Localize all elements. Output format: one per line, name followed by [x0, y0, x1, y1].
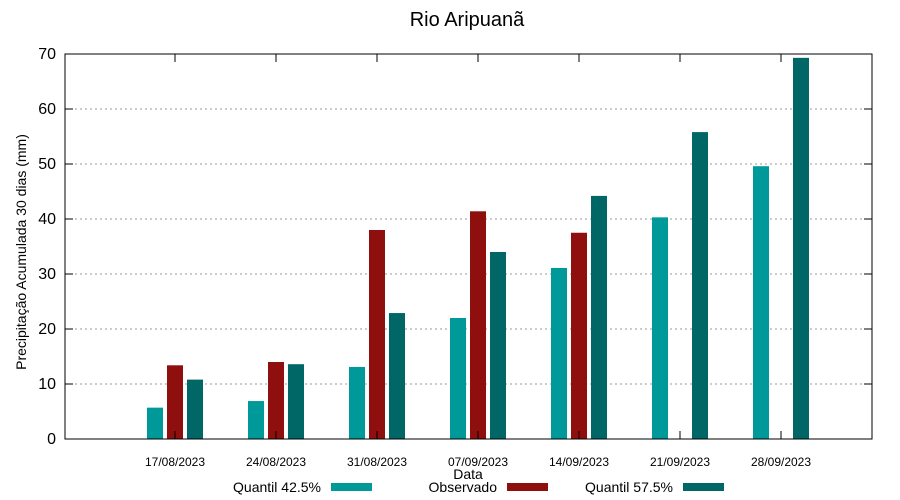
legend-label: Quantil 42.5%	[233, 479, 321, 495]
x-tick-label: 21/09/2023	[650, 455, 710, 469]
bar-quantil-42-5--5	[652, 217, 668, 439]
y-tick-label: 10	[38, 376, 56, 393]
x-tick-label: 14/09/2023	[549, 455, 609, 469]
plot-frame	[64, 53, 873, 440]
legend-label: Quantil 57.5%	[585, 479, 673, 495]
bar-quantil-57-5--0	[187, 379, 203, 439]
y-axis-label: Precipitação Acumulada 30 dias (mm)	[13, 134, 29, 370]
x-tick-label: 24/08/2023	[246, 455, 306, 469]
bar-observado-2	[369, 230, 385, 439]
bar-quantil-42-5--0	[147, 407, 163, 439]
y-tick-label: 20	[38, 321, 56, 338]
y-tick-label: 30	[38, 266, 56, 283]
bar-quantil-57-5--4	[591, 195, 607, 439]
bar-quantil-42-5--3	[450, 318, 466, 439]
legend-swatch	[331, 483, 372, 491]
bars	[147, 57, 809, 439]
legend-label: Observado	[429, 479, 498, 495]
y-tick-label: 0	[47, 431, 56, 448]
bar-quantil-57-5--6	[793, 57, 809, 439]
bar-observado-4	[571, 232, 587, 439]
bar-quantil-42-5--2	[349, 366, 365, 439]
bar-observado-1	[268, 362, 284, 439]
bar-quantil-57-5--2	[389, 313, 405, 439]
bar-observado-3	[470, 211, 486, 439]
y-tick-label: 60	[38, 101, 56, 118]
bar-quantil-42-5--4	[551, 267, 567, 439]
gridlines	[65, 108, 872, 385]
y-tick-label: 50	[38, 156, 56, 173]
x-axis-label: Data	[453, 466, 483, 482]
legend-swatch	[507, 483, 548, 491]
bar-quantil-42-5--6	[753, 166, 769, 439]
x-tick-label: 31/08/2023	[347, 455, 407, 469]
bar-observado-0	[167, 365, 183, 439]
x-tick-label: 07/09/2023	[448, 455, 508, 469]
y-axis-ticks: 0 10 20 30 40 50 60 70	[38, 46, 872, 448]
bar-quantil-57-5--5	[692, 132, 708, 439]
x-tick-label: 28/09/2023	[751, 455, 811, 469]
legend: Quantil 42.5% Observado Quantil 57.5%	[233, 479, 724, 495]
y-tick-label: 40	[38, 211, 56, 228]
y-tick-label: 70	[38, 46, 56, 63]
x-tick-label: 17/08/2023	[145, 455, 205, 469]
x-axis-ticks: 17/08/2023 24/08/2023 31/08/2023 07/09/2023…	[145, 54, 811, 469]
bar-quantil-57-5--1	[288, 364, 304, 439]
legend-swatch	[683, 483, 724, 491]
chart-title: Rio Aripuanã	[410, 9, 525, 31]
bar-quantil-57-5--3	[490, 252, 506, 439]
bar-quantil-42-5--1	[248, 401, 264, 439]
